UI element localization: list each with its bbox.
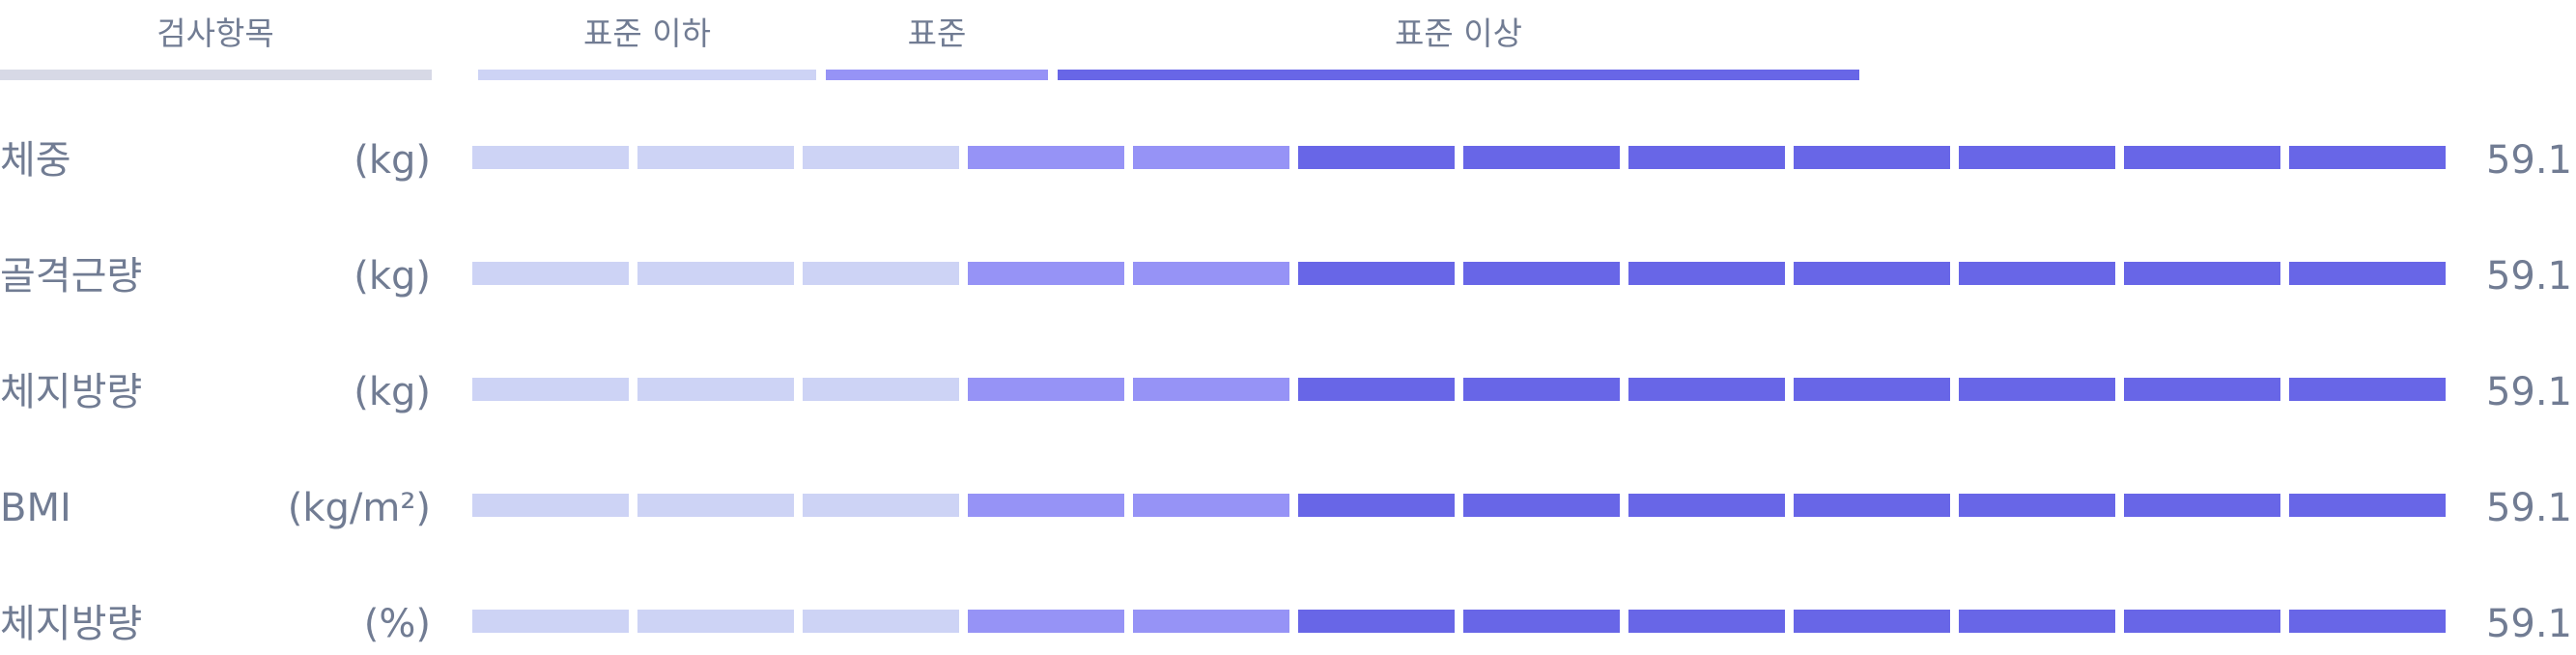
bar-segment-below [472, 610, 629, 633]
bar-segment-standard [968, 378, 1124, 401]
bar-segment-above [1628, 378, 1785, 401]
bar-segment-above [1959, 494, 2115, 517]
row-unit: (kg/m²) [287, 486, 431, 530]
bar-segment-above [1298, 378, 1455, 401]
bar-segment-below [803, 610, 959, 633]
legend-below-label: 표준 이하 [583, 14, 711, 52]
bar-segment-standard [968, 146, 1124, 169]
bar-segment-above [1959, 610, 2115, 633]
bar-segment-above [2289, 378, 2446, 401]
legend-below-line [478, 70, 816, 80]
row-value: 59.1 [2485, 138, 2572, 183]
bar-segment-above [1463, 494, 1620, 517]
bar-segment-above [1794, 494, 1950, 517]
bar-segment-above [1298, 494, 1455, 517]
bar-segment-standard [968, 494, 1124, 517]
legend-header: 검사항목 표준 이하 표준 표준 이상 [0, 0, 2576, 87]
bar-segment-above [1794, 262, 1950, 285]
header-item-label: 검사항목 [156, 14, 274, 52]
bar-segment-below [803, 378, 959, 401]
bar-segment-below [637, 146, 794, 169]
bar-segment-standard [968, 610, 1124, 633]
legend-above-line [1058, 70, 1859, 80]
bar-segment-above [2124, 494, 2280, 517]
bar-segment-standard [1133, 610, 1289, 633]
bar-segment-above [1463, 378, 1620, 401]
bar-segment-above [2289, 610, 2446, 633]
bar-segment-below [637, 378, 794, 401]
row-value: 59.1 [2485, 486, 2572, 530]
bar-segment-below [637, 494, 794, 517]
bar-segment-above [1628, 494, 1785, 517]
bar-segment-above [2289, 494, 2446, 517]
bar-segment-standard [1133, 378, 1289, 401]
row-label: 골격근량 [0, 254, 143, 299]
row-label: BMI [0, 486, 71, 530]
bar-segment-above [1298, 262, 1455, 285]
bar-segment-below [472, 262, 629, 285]
legend-standard-label: 표준 [907, 14, 967, 52]
header-item-line [0, 70, 432, 80]
row-unit: (kg) [354, 370, 431, 414]
bar-segment-below [803, 494, 959, 517]
row-label: 체지방량 [0, 602, 143, 646]
row-value: 59.1 [2485, 254, 2572, 299]
bar-segment-above [1298, 146, 1455, 169]
bar-segment-below [803, 146, 959, 169]
bar-segment-below [637, 262, 794, 285]
row-unit: (kg) [354, 138, 431, 183]
bar-segment-below [472, 494, 629, 517]
bar-segment-above [1628, 610, 1785, 633]
bar-segment-above [1794, 610, 1950, 633]
bar-segment-above [1959, 146, 2115, 169]
bar-segment-standard [1133, 494, 1289, 517]
legend-standard-line [826, 70, 1048, 80]
bar-segment-standard [968, 262, 1124, 285]
bar-segment-below [637, 610, 794, 633]
bar-segment-above [2124, 146, 2280, 169]
bar-segment-above [1959, 262, 2115, 285]
row-bar [472, 610, 2448, 633]
bar-segment-above [2289, 146, 2446, 169]
bar-segment-below [472, 146, 629, 169]
bar-segment-above [1628, 146, 1785, 169]
bar-segment-above [1794, 146, 1950, 169]
row-value: 59.1 [2485, 370, 2572, 414]
row-unit: (kg) [354, 254, 431, 299]
bar-segment-above [1959, 378, 2115, 401]
bar-segment-above [1463, 146, 1620, 169]
bar-segment-above [1628, 262, 1785, 285]
bar-segment-above [2124, 610, 2280, 633]
bar-segment-above [1463, 262, 1620, 285]
bar-segment-above [2124, 378, 2280, 401]
row-bar [472, 494, 2448, 517]
row-bar [472, 262, 2448, 285]
row-bar [472, 146, 2448, 169]
bar-segment-standard [1133, 262, 1289, 285]
row-label: 체중 [0, 138, 71, 183]
row-value: 59.1 [2485, 602, 2572, 646]
bar-segment-above [1794, 378, 1950, 401]
bar-segment-above [2124, 262, 2280, 285]
row-unit: (%) [363, 602, 431, 646]
bar-segment-standard [1133, 146, 1289, 169]
bar-segment-above [2289, 262, 2446, 285]
bar-segment-below [803, 262, 959, 285]
bar-segment-below [472, 378, 629, 401]
legend-above-label: 표준 이상 [1395, 14, 1522, 52]
row-bar [472, 378, 2448, 401]
bar-segment-above [1298, 610, 1455, 633]
bar-segment-above [1463, 610, 1620, 633]
row-label: 체지방량 [0, 370, 143, 414]
